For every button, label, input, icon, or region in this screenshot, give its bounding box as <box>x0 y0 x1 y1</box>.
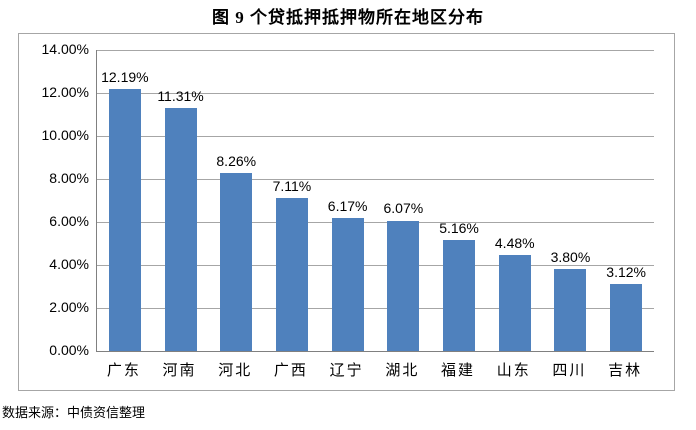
y-tick-label: 8.00% <box>49 170 89 186</box>
bar <box>443 240 476 351</box>
bar-value-label: 4.48% <box>494 234 535 251</box>
y-tick-label: 12.00% <box>41 84 89 100</box>
bar <box>331 218 364 351</box>
y-tick-label: 0.00% <box>49 342 89 358</box>
gridline <box>97 93 654 94</box>
plot-area: 12.19% 11.31% 8.26% 7.11% 6.17% 6.07% 5.16% 4.4… <box>96 50 654 352</box>
gridline <box>97 179 654 180</box>
x-category-label: 吉林 <box>608 363 643 379</box>
y-tick-label: 6.00% <box>49 213 89 229</box>
x-category-label: 广西 <box>273 363 308 379</box>
gridline <box>97 222 654 223</box>
chart-title: 图 9 个贷抵押抵押物所在地区分布 <box>212 8 484 27</box>
bar <box>554 269 587 351</box>
bar-value-label: 11.31% <box>157 87 204 104</box>
bar <box>220 173 253 351</box>
bar-value-label: 3.80% <box>550 249 591 266</box>
y-tick-label: 14.00% <box>41 41 89 57</box>
x-category-label: 湖北 <box>385 363 420 379</box>
bar-value-label: 6.07% <box>383 200 424 217</box>
gridline <box>97 308 654 309</box>
bar <box>108 88 141 351</box>
y-tick-label: 10.00% <box>41 127 89 143</box>
gridline <box>97 265 654 266</box>
bar-value-label: 12.19% <box>101 68 149 85</box>
chart-frame: 14.00% 12.00% 10.00% 8.00% 6.00% 4.00% 2.00% 0.… <box>18 33 675 391</box>
y-tick-label: 4.00% <box>49 256 89 272</box>
gridline <box>97 136 654 137</box>
gridline <box>97 50 654 51</box>
y-tick-label: 2.00% <box>49 299 89 315</box>
bar <box>275 198 308 351</box>
bar <box>498 254 531 351</box>
x-category-label: 河北 <box>218 363 253 379</box>
x-category-label: 四川 <box>552 363 587 379</box>
x-category-label: 福建 <box>441 363 476 379</box>
bar-value-label: 6.17% <box>327 198 368 215</box>
bar-value-label: 5.16% <box>439 220 479 237</box>
x-category-label: 河南 <box>162 363 197 379</box>
x-axis-labels: 广东 河南 河北 广西 辽宁 湖北 福建 山东 四川 吉林 <box>96 359 653 381</box>
x-category-label: 辽宁 <box>329 363 364 379</box>
source-note: 数据来源：中债资信整理 <box>2 405 146 420</box>
bar <box>387 220 420 351</box>
bar-value-label: 8.26% <box>216 153 257 170</box>
bar-value-label: 3.12% <box>606 263 646 280</box>
x-category-label: 山东 <box>496 363 531 379</box>
x-category-label: 广东 <box>106 363 141 379</box>
bar <box>164 107 197 351</box>
bar <box>610 283 643 351</box>
bar-value-label: 7.11% <box>272 178 312 195</box>
